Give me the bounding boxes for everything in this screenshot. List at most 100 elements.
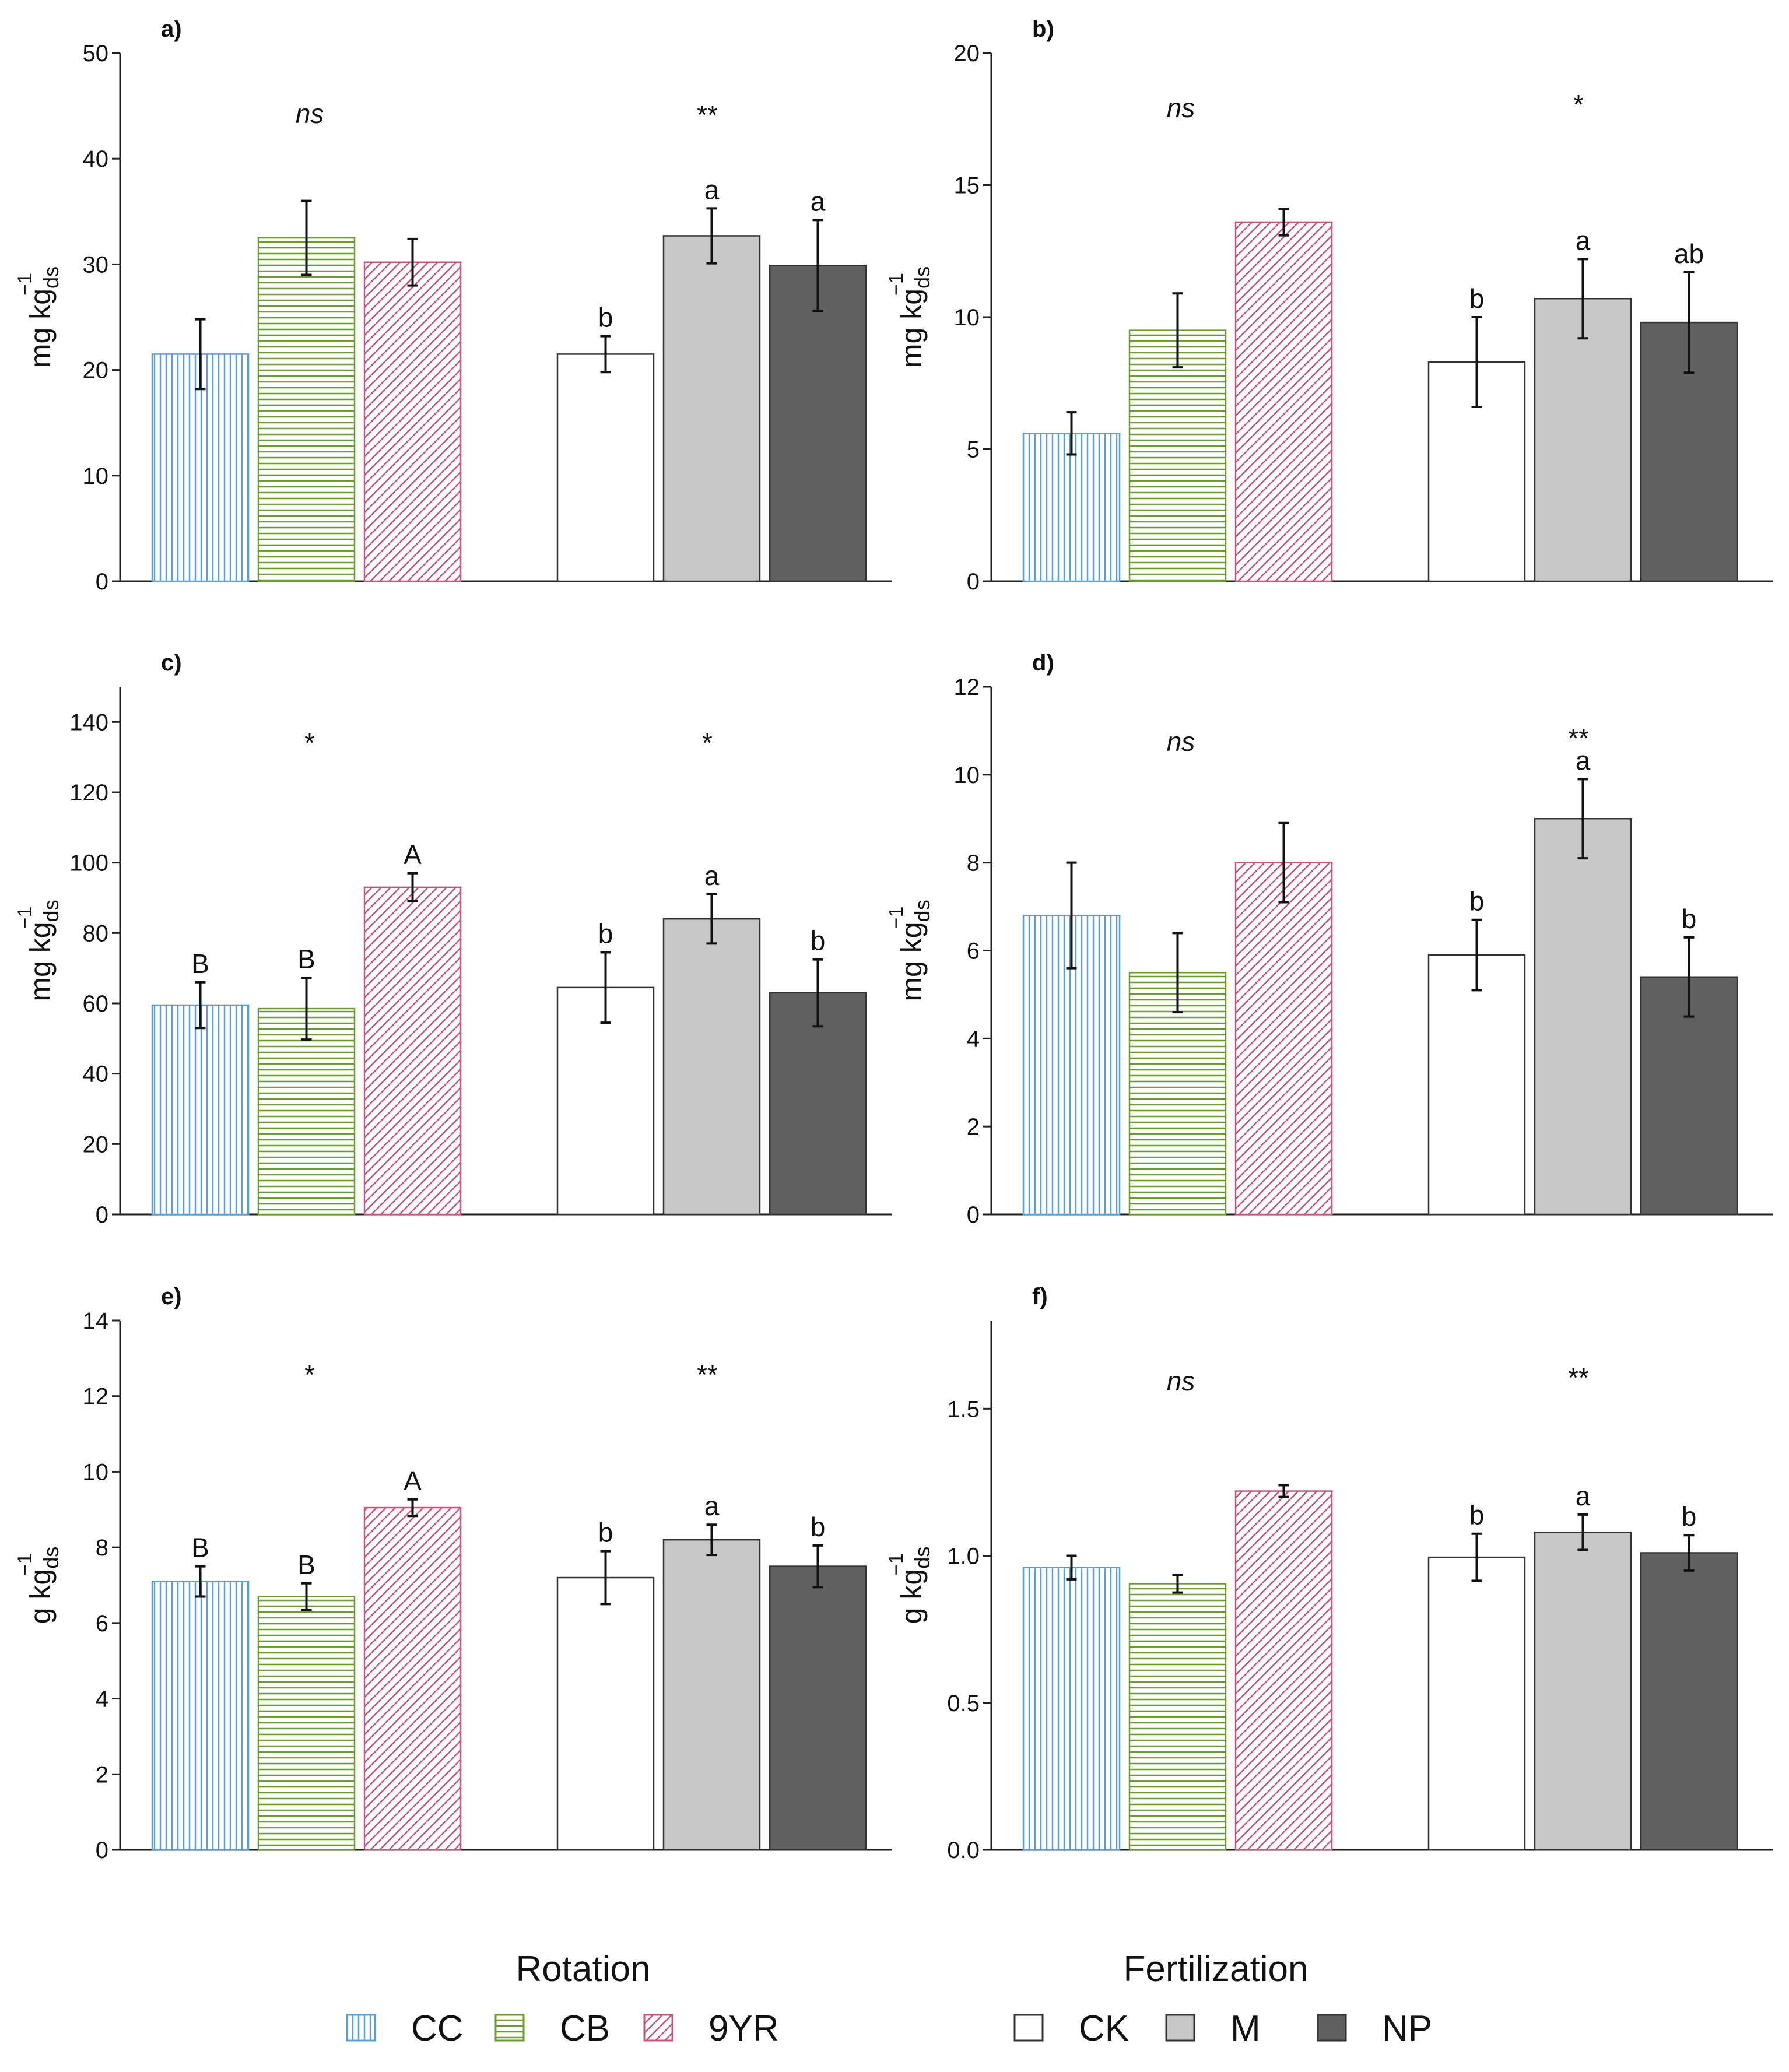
panel-label: d)	[1032, 650, 1054, 676]
bar	[1234, 862, 1333, 1216]
y-tick-label: 2	[96, 1762, 108, 1787]
y-axis-label: mg kgds−1	[14, 900, 63, 1001]
bar	[769, 264, 867, 582]
y-tick-label: 50	[83, 41, 109, 66]
significance-marker: **	[1568, 1362, 1589, 1393]
significance-letter: a	[704, 174, 720, 205]
y-tick-label: 8	[967, 851, 980, 876]
panel-label: a)	[161, 16, 182, 42]
bar	[257, 1007, 356, 1216]
significance-letter: b	[598, 919, 613, 949]
chart-panel: 0 20 40 60 80 100 120 140 c) mg kgds−1 B B Ab a b * *	[14, 650, 892, 1228]
significance-letter: a	[811, 186, 826, 216]
chart-panel: 0 10 20 30 40 50 a) mg kgds−1 b a a ns **	[14, 16, 892, 595]
significance-letter: b	[1469, 1500, 1485, 1530]
y-axis-label: g kgds−1	[885, 1547, 934, 1624]
bar	[769, 992, 867, 1216]
y-tick-label: 0	[96, 1838, 108, 1863]
y-tick-label: 0.0	[947, 1838, 980, 1863]
legend-item-label: 9YR	[708, 2008, 779, 2049]
y-tick-label: 80	[83, 921, 109, 946]
legend-item-label: CK	[1079, 2008, 1129, 2049]
y-tick-label: 1.0	[947, 1544, 980, 1569]
y-tick-label: 1.5	[947, 1396, 980, 1422]
legend-item-label: NP	[1382, 2008, 1432, 2049]
significance-marker: ns	[1167, 93, 1195, 123]
bar	[257, 237, 356, 582]
y-tick-label: 10	[954, 305, 980, 331]
bar	[1128, 1583, 1227, 1851]
bar	[556, 1576, 655, 1851]
bar	[1534, 298, 1632, 582]
significance-letter: A	[404, 1466, 422, 1496]
legend-swatch	[346, 2014, 376, 2042]
legend: Rotation CC CB 9YR Fertilization CK M NP	[346, 1949, 1432, 2049]
y-tick-label: 20	[83, 1132, 109, 1157]
y-tick-label: 20	[83, 358, 109, 384]
legend-item-label: CC	[411, 2008, 464, 2049]
y-tick-label: 12	[83, 1384, 109, 1410]
significance-letter: b	[598, 303, 613, 333]
y-tick-label: 4	[967, 1026, 980, 1052]
significance-letter: b	[811, 1512, 826, 1542]
y-tick-label: 4	[96, 1687, 108, 1712]
significance-letter: a	[1576, 745, 1591, 775]
legend-item-label: M	[1230, 2008, 1261, 2049]
significance-marker: **	[1568, 723, 1589, 753]
bar	[1534, 818, 1632, 1216]
y-tick-label: 30	[83, 252, 109, 278]
significance-letter: a	[704, 861, 720, 891]
significance-marker: ns	[1167, 726, 1195, 757]
y-tick-label: 0.5	[947, 1691, 980, 1716]
bar	[1022, 1567, 1121, 1851]
significance-letter: a	[704, 1491, 720, 1521]
significance-letter: B	[191, 1533, 209, 1563]
y-axis-label: mg kgds−1	[14, 266, 63, 368]
significance-letter: a	[1576, 225, 1591, 255]
y-tick-label: 5	[967, 437, 980, 463]
significance-letter: ab	[1674, 238, 1704, 269]
y-tick-label: 0	[967, 569, 980, 595]
legend-swatch	[1165, 2014, 1195, 2042]
significance-letter: b	[1682, 1501, 1697, 1532]
chart-panel: 0 2 4 6 8 10 12 d) mg kgds−1 b a b ns **	[885, 650, 1773, 1228]
bar	[556, 353, 655, 582]
significance-marker: ns	[1167, 1366, 1195, 1396]
bar	[1427, 954, 1526, 1216]
y-tick-label: 40	[83, 146, 109, 172]
y-tick-label: 6	[96, 1611, 108, 1636]
y-axis-label: mg kgds−1	[885, 266, 934, 368]
significance-marker: *	[304, 728, 315, 758]
bar	[151, 1581, 250, 1851]
y-tick-label: 10	[954, 763, 980, 788]
legend-swatch	[494, 2014, 525, 2042]
y-tick-label: 40	[83, 1062, 109, 1087]
legend-group: Rotation CC CB 9YR	[346, 1949, 779, 2049]
significance-marker: **	[697, 100, 718, 130]
significance-letter: b	[1682, 904, 1697, 934]
bar	[662, 1539, 761, 1851]
significance-letter: b	[1469, 283, 1485, 314]
significance-letter: B	[297, 1550, 315, 1580]
panel-label: e)	[161, 1284, 182, 1309]
legend-swatch	[643, 2014, 673, 2042]
y-tick-label: 14	[83, 1308, 109, 1334]
y-tick-label: 140	[69, 710, 108, 735]
y-tick-label: 120	[69, 780, 108, 806]
significance-letter: B	[297, 944, 315, 974]
legend-swatch	[1013, 2014, 1044, 2042]
bar	[1234, 1490, 1333, 1851]
bar	[662, 235, 761, 582]
y-tick-label: 0	[96, 569, 108, 595]
significance-letter: b	[598, 1518, 613, 1548]
y-axis-label: mg kgds−1	[885, 900, 934, 1001]
y-tick-label: 60	[83, 991, 109, 1017]
y-tick-label: 0	[967, 1202, 980, 1228]
y-tick-label: 12	[954, 675, 980, 700]
y-tick-label: 100	[69, 851, 108, 876]
y-tick-label: 10	[83, 463, 109, 489]
bar	[1234, 221, 1333, 582]
bar	[363, 261, 462, 582]
y-tick-label: 8	[96, 1535, 108, 1561]
